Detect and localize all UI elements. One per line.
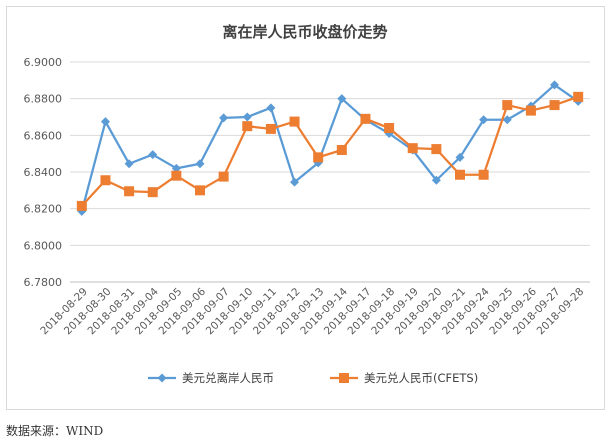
data-point — [525, 105, 536, 116]
data-point — [171, 170, 182, 181]
legend-label: 美元兑人民币(CFETS) — [364, 371, 478, 385]
data-point — [100, 117, 110, 127]
data-point — [147, 187, 158, 198]
legend: 美元兑离岸人民币 美元兑人民币(CFETS) — [148, 371, 478, 385]
data-point — [219, 113, 229, 123]
data-point — [336, 145, 347, 155]
y-tick-label: 6.9000 — [24, 56, 63, 69]
data-point — [242, 121, 253, 132]
data-point — [171, 163, 181, 173]
series-layer — [76, 80, 584, 216]
data-point — [502, 115, 512, 125]
data-point — [265, 123, 276, 134]
series-line-1 — [80, 83, 579, 212]
grid-layer — [70, 61, 590, 283]
data-point — [100, 175, 111, 186]
y-tick-label: 6.8200 — [24, 203, 63, 216]
y-tick-label: 6.8600 — [24, 129, 63, 142]
source-note: 数据来源：WIND — [6, 424, 104, 438]
data-point — [290, 177, 300, 187]
chart-title: 离在岸人民币收盘价走势 — [222, 23, 387, 41]
data-point — [550, 80, 560, 90]
data-point — [195, 159, 205, 169]
data-point — [242, 112, 252, 122]
data-point — [266, 103, 276, 113]
series-line-2 — [80, 95, 579, 207]
y-tick-label: 6.7800 — [24, 276, 63, 289]
data-point — [76, 200, 87, 211]
data-point — [502, 100, 513, 111]
data-point — [573, 91, 584, 102]
data-point — [455, 169, 465, 180]
legend-marker — [157, 373, 167, 383]
legend-marker — [339, 373, 349, 383]
data-point — [289, 116, 300, 127]
data-point — [549, 100, 560, 111]
data-point — [337, 94, 347, 104]
chart-border — [6, 6, 605, 410]
data-point — [124, 186, 135, 197]
data-point — [195, 185, 205, 196]
data-point — [148, 150, 158, 160]
y-axis: 6.7800 6.8000 6.8200 6.8400 6.8600 6.8800 6.90… — [24, 56, 63, 289]
data-point — [455, 152, 465, 162]
data-point — [124, 159, 134, 169]
y-tick-label: 6.8000 — [24, 239, 63, 252]
data-point — [313, 152, 324, 163]
legend-label: 美元兑离岸人民币 — [182, 371, 274, 385]
data-point — [407, 143, 418, 154]
data-point — [431, 175, 441, 185]
data-point — [431, 144, 442, 155]
y-tick-label: 6.8800 — [24, 93, 63, 106]
data-point — [360, 113, 371, 124]
y-tick-label: 6.8400 — [24, 166, 63, 179]
data-point — [479, 115, 489, 125]
data-point — [218, 171, 229, 182]
data-point — [384, 123, 395, 133]
data-point — [478, 169, 489, 180]
